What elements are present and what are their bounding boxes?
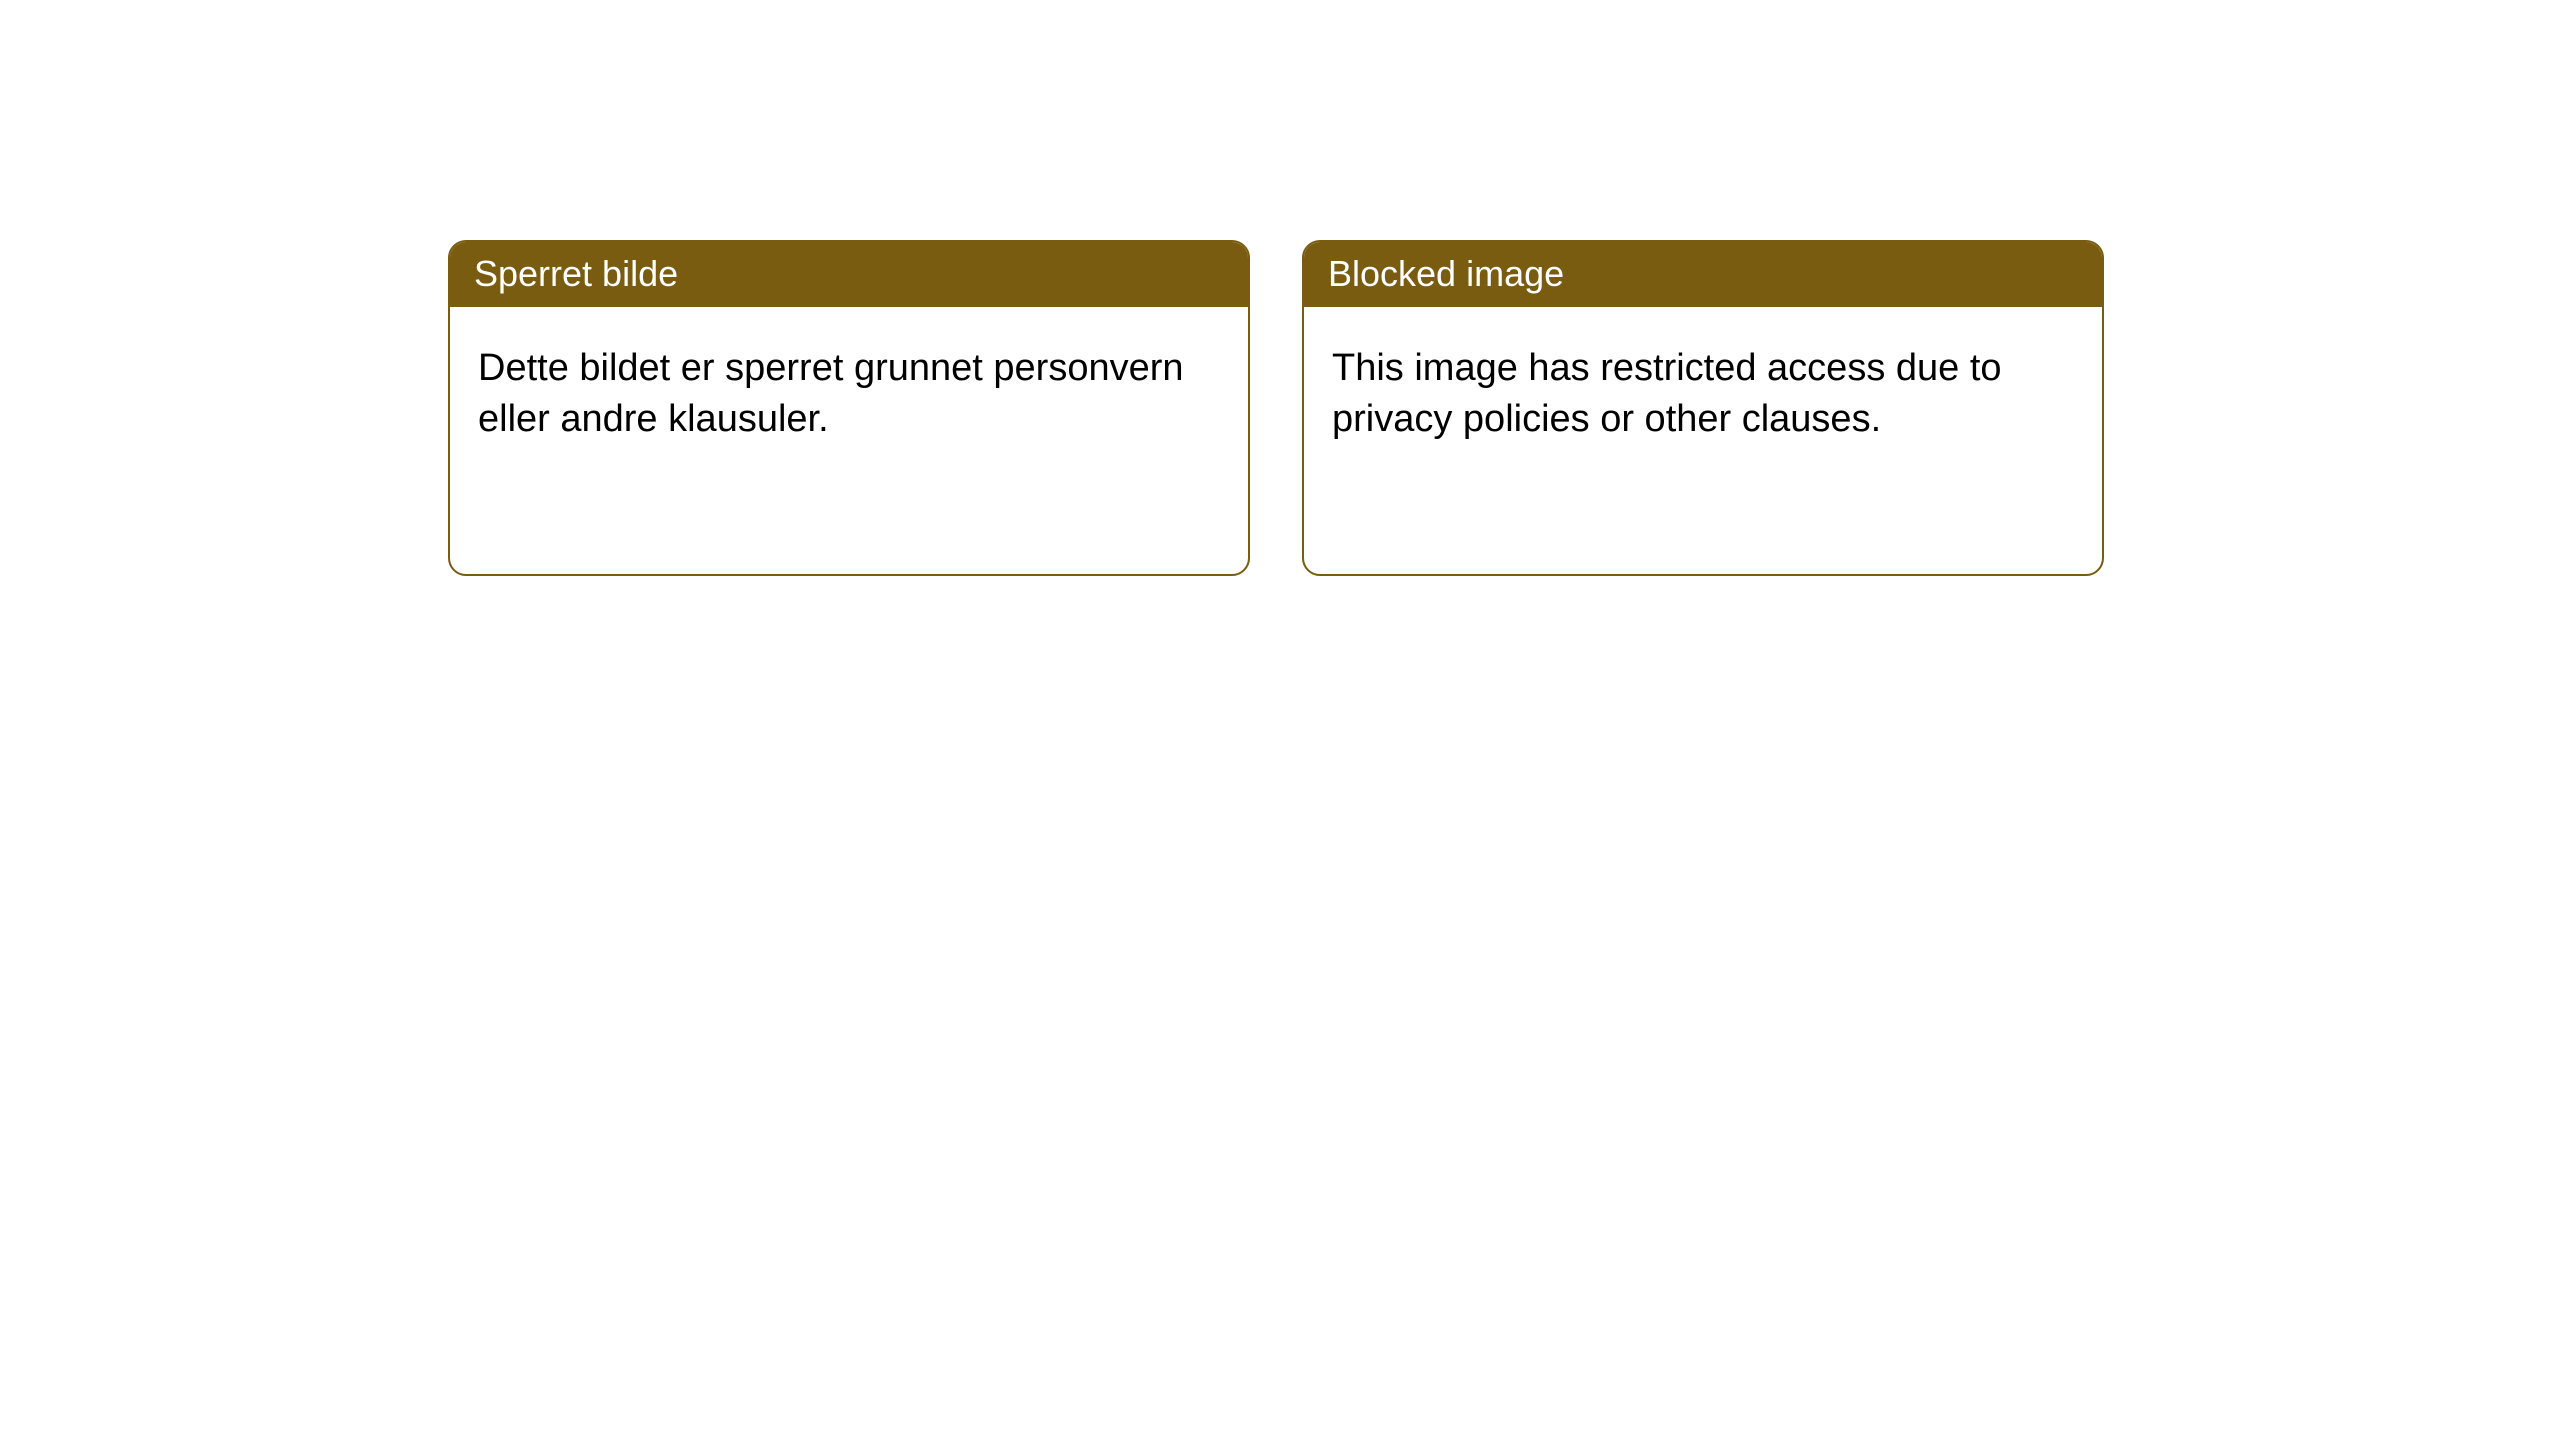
- blocked-image-cards: Sperret bilde Dette bildet er sperret gr…: [448, 240, 2560, 576]
- card-english: Blocked image This image has restricted …: [1302, 240, 2104, 576]
- card-header-english: Blocked image: [1304, 242, 2102, 307]
- card-norwegian: Sperret bilde Dette bildet er sperret gr…: [448, 240, 1250, 576]
- card-body-english: This image has restricted access due to …: [1304, 307, 2102, 466]
- card-body-norwegian: Dette bildet er sperret grunnet personve…: [450, 307, 1248, 466]
- card-header-norwegian: Sperret bilde: [450, 242, 1248, 307]
